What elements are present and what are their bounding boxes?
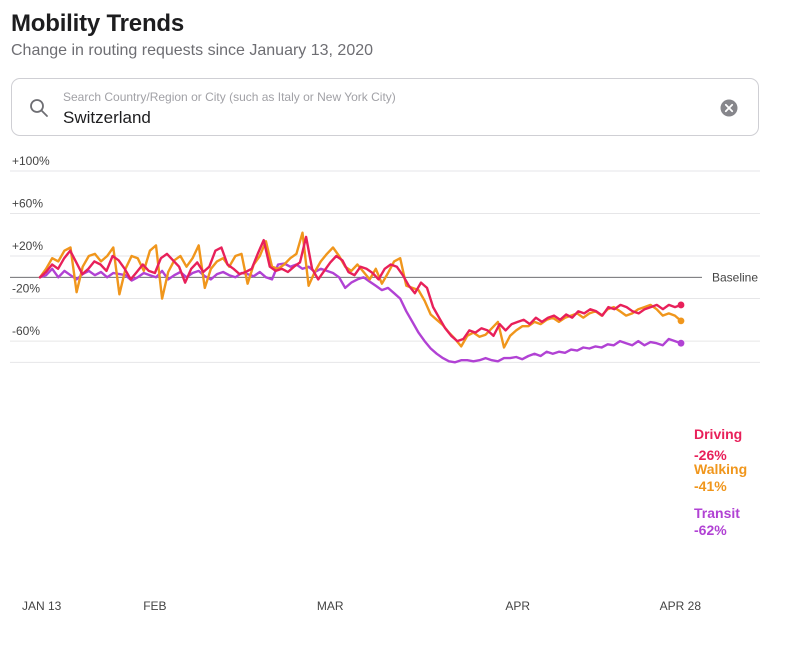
page-title: Mobility Trends [11, 10, 185, 37]
search-placeholder: Search Country/Region or City (such as I… [63, 90, 396, 104]
series-end-dot-walking [677, 317, 685, 325]
grid-layer [10, 170, 760, 363]
y-tick-label: -60% [12, 324, 40, 338]
series-label-transit: Transit [694, 505, 740, 521]
series-label-walking: Walking [694, 461, 747, 477]
labels-layer: +100% +60% +20% -20% -60% Baseline JAN 13 FEB MA… [12, 154, 758, 613]
series-line-transit [38, 262, 683, 364]
y-tick-label: -20% [12, 282, 40, 296]
y-tick-label: +100% [12, 154, 50, 168]
series-end-dot-transit [677, 339, 685, 347]
y-tick-label: +60% [12, 197, 43, 211]
x-tick-label: FEB [143, 599, 166, 613]
series-line-driving [38, 235, 683, 343]
x-tick-label: JAN 13 [22, 599, 62, 613]
lines-layer [38, 231, 685, 364]
clear-icon[interactable] [720, 99, 738, 117]
mobility-chart: +100% +60% +20% -20% -60% Baseline JAN 13 FEB MA… [10, 154, 760, 613]
x-tick-label: APR 28 [660, 599, 702, 613]
x-tick-label: MAR [317, 599, 344, 613]
page-subtitle: Change in routing requests since January… [11, 42, 374, 59]
baseline-label: Baseline [712, 270, 758, 284]
series-label-driving: Driving [694, 426, 742, 442]
search-input[interactable]: Switzerland [63, 108, 151, 127]
series-value-transit: -62% [694, 522, 727, 538]
x-tick-label: APR [505, 599, 530, 613]
series-value-driving: -26% [694, 447, 727, 463]
series-line-walking [38, 231, 683, 349]
series-end-dot-driving [677, 301, 685, 309]
y-tick-label: +20% [12, 239, 43, 253]
series-value-walking: -41% [694, 478, 727, 494]
search-icon [30, 99, 48, 117]
search-box[interactable]: Search Country/Region or City (such as I… [11, 78, 759, 136]
